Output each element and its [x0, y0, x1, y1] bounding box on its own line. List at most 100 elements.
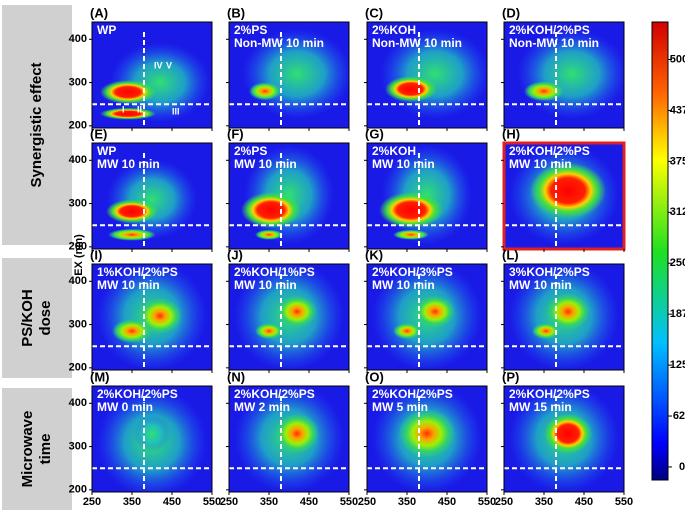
panel-title: MW 10 min	[97, 278, 160, 292]
panel-label: (B)	[227, 5, 245, 20]
plot-frame	[91, 21, 213, 129]
x-tick-label: 550	[615, 496, 633, 508]
intensity-blob	[393, 323, 421, 340]
intensity-blob	[524, 81, 564, 102]
y-tick-label: 200	[69, 241, 87, 253]
plot-frame	[366, 21, 488, 129]
y-tick-label: 400	[69, 397, 87, 409]
intensity-blob	[277, 295, 317, 328]
colorbar-tick-label: 3750	[670, 155, 685, 167]
plot-frame	[503, 385, 625, 493]
intensity-blob	[100, 80, 156, 105]
panel-title: MW 10 min	[509, 278, 572, 292]
intensity-blob	[530, 162, 606, 219]
panel-label: (M)	[90, 369, 110, 384]
panel-label: (C)	[365, 5, 383, 20]
colorbar-tick-label: 2500	[670, 257, 685, 269]
row-label-line: Microwave	[19, 411, 36, 488]
intensity-blob	[255, 323, 283, 340]
x-tick-label: 250	[83, 496, 101, 508]
panel-title: WP	[97, 144, 116, 158]
colorbar-tick-label: 4375	[670, 104, 685, 116]
y-tick-label: 400	[69, 154, 87, 166]
panel-label: (L)	[502, 247, 519, 262]
heatmap	[372, 386, 482, 492]
x-tick-label: 550	[340, 496, 358, 508]
panel-title: 2%PS	[234, 144, 267, 158]
intensity-blob	[415, 295, 455, 328]
colorbar-tick-label: 0	[679, 461, 685, 473]
heatmap	[372, 264, 482, 370]
y-tick-label: 300	[69, 318, 87, 330]
panel-title: MW 10 min	[234, 278, 297, 292]
panel-label: (G)	[365, 126, 384, 141]
y-tick-label: 400	[69, 33, 87, 45]
region-label: II	[137, 104, 142, 114]
heatmap	[380, 28, 487, 119]
heatmap	[509, 264, 619, 370]
plot-frame	[228, 385, 350, 493]
intensity-blob	[399, 409, 455, 458]
colorbar-tick-label: 1875	[670, 308, 685, 320]
intensity-blob	[100, 107, 156, 120]
intensity-blob	[138, 297, 182, 334]
x-tick-label: 550	[478, 496, 496, 508]
panel-title: 2%KOH/2%PS	[509, 144, 590, 158]
intensity-blob	[241, 192, 301, 229]
y-tick-label: 200	[69, 484, 87, 496]
plot-frame	[503, 263, 625, 371]
intensity-blob	[275, 413, 319, 454]
intensity-blob	[544, 413, 592, 454]
plot-frame	[228, 263, 350, 371]
x-tick-label: 250	[495, 496, 513, 508]
y-axis-label: EX (nm)	[73, 234, 85, 276]
heatmap	[100, 42, 210, 123]
panel-title: 2%KOH/2%PS	[234, 387, 315, 401]
colorbar	[651, 21, 669, 481]
panel-title: Non-MW 10 min	[509, 36, 599, 50]
heatmap	[379, 144, 472, 245]
panel-title: 2%KOH/2%PS	[509, 23, 590, 37]
panel-label: (I)	[90, 247, 102, 262]
colorbar-tick-label: 1250	[670, 359, 685, 371]
intensity-blob	[546, 293, 590, 330]
panel-title: 2%KOH/1%PS	[234, 265, 315, 279]
x-tick-label: 350	[260, 496, 278, 508]
panel-label: (K)	[365, 247, 383, 262]
x-tick-label: 250	[358, 496, 376, 508]
plot-frame	[503, 21, 625, 129]
region-label: I	[122, 104, 125, 114]
panel-title: MW 0 min	[97, 400, 153, 414]
panel-title: 2%KOH	[372, 144, 416, 158]
row-label-line: dose	[37, 300, 54, 335]
x-tick-label: 350	[398, 496, 416, 508]
panel-label: (H)	[502, 126, 520, 141]
panel-title: 3%KOH/2%PS	[509, 265, 590, 279]
colorbar-tick-label: 625	[673, 410, 685, 422]
y-tick-label: 300	[69, 76, 87, 88]
x-tick-label: 450	[163, 496, 181, 508]
row-label-box	[2, 5, 72, 245]
panel-title: 2%KOH/2%PS	[372, 387, 453, 401]
intensity-blob	[379, 192, 443, 229]
panel-title: MW 10 min	[509, 157, 572, 171]
panel-title: 2%KOH	[372, 23, 416, 37]
panel-title: Non-MW 10 min	[234, 36, 324, 50]
x-tick-label: 550	[203, 496, 221, 508]
panel-title: MW 10 min	[234, 157, 297, 171]
heatmap	[97, 264, 207, 370]
intensity-blob	[249, 82, 281, 101]
intensity-blob	[255, 229, 283, 240]
row-label: Microwavetime	[19, 411, 54, 488]
